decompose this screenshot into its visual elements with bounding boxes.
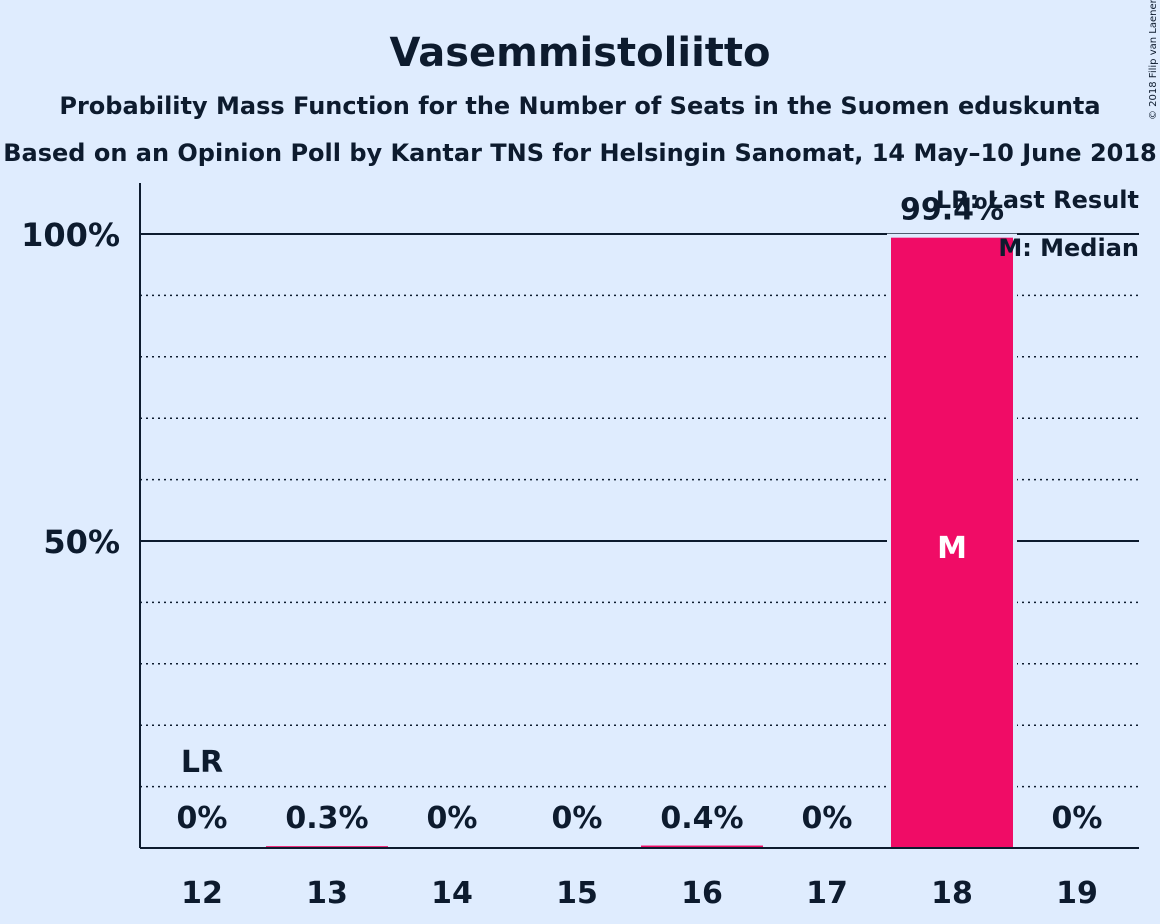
- x-tick-label: 14: [431, 876, 473, 911]
- x-tick-label: 15: [556, 876, 598, 911]
- axes: [139, 183, 1139, 849]
- x-tick-label: 19: [1056, 876, 1098, 911]
- data-label: 0.3%: [285, 801, 368, 836]
- data-label: 0%: [427, 801, 478, 836]
- bar-halo: [637, 841, 767, 848]
- x-tick-label: 16: [681, 876, 723, 911]
- chart-subtitle-1: Probability Mass Function for the Number…: [59, 92, 1100, 120]
- chart-subtitle-2: Based on an Opinion Poll by Kantar TNS f…: [3, 139, 1157, 167]
- data-label: 0%: [552, 801, 603, 836]
- x-tick-label: 13: [306, 876, 348, 911]
- data-label: 0%: [177, 801, 228, 836]
- x-tick-label: 17: [806, 876, 848, 911]
- legend-item: M: Median: [998, 234, 1139, 262]
- y-tick-label: 50%: [43, 523, 120, 561]
- bars: [141, 233, 1138, 849]
- last-result-marker: LR: [181, 745, 223, 780]
- data-label: 0.4%: [660, 801, 743, 836]
- copyright-text: © 2018 Filip van Laenen: [1148, 0, 1159, 120]
- x-tick-label: 18: [931, 876, 973, 911]
- x-tick-label: 12: [181, 876, 223, 911]
- bar: [891, 237, 1013, 848]
- legend-item: LR: Last Result: [936, 186, 1139, 214]
- data-label: 99.4%: [900, 193, 1004, 228]
- data-label: 0%: [802, 801, 853, 836]
- legend: LR: Last Result M: Median: [936, 186, 1139, 262]
- bar-halo: [262, 842, 392, 848]
- chart-title: Vasemmistoliitto: [389, 30, 770, 76]
- bar: [641, 845, 763, 848]
- data-label: 0%: [1052, 801, 1103, 836]
- labels: 50% 100% 12 0% 13 0.3% 14 0% 15 0% 16 0.4% 17 0% 18 99.…: [21, 193, 1102, 911]
- y-tick-label: 100%: [21, 216, 120, 254]
- median-marker: M: [937, 531, 967, 566]
